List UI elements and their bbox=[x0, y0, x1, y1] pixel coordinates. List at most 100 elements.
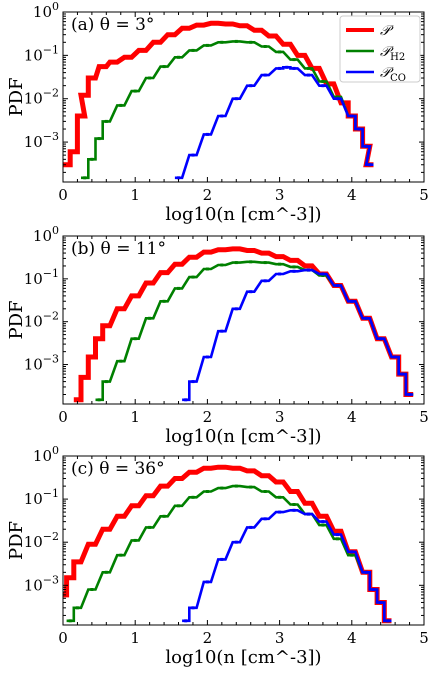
data-point bbox=[278, 480, 282, 484]
data-point bbox=[234, 261, 238, 265]
data-point bbox=[191, 275, 195, 279]
data-point bbox=[307, 268, 310, 272]
data-point bbox=[155, 40, 159, 44]
x-tick-label: 1 bbox=[130, 408, 140, 426]
data-point bbox=[307, 501, 310, 505]
y-tick-label: 100 bbox=[33, 444, 59, 465]
y-tick-label: 10−1 bbox=[24, 43, 59, 64]
data-point bbox=[350, 550, 354, 554]
data-point bbox=[205, 355, 209, 359]
data-point bbox=[205, 132, 209, 136]
data-point bbox=[285, 42, 289, 46]
data-point bbox=[335, 284, 339, 287]
data-point bbox=[292, 66, 296, 70]
y-axis-label: PDF bbox=[6, 521, 27, 560]
data-point bbox=[162, 484, 166, 488]
data-point bbox=[68, 576, 72, 580]
data-point bbox=[140, 48, 144, 52]
x-axis-label: log10(n [cm^-3]) bbox=[165, 204, 321, 225]
data-point bbox=[400, 372, 404, 376]
data-point bbox=[321, 272, 325, 276]
data-point bbox=[249, 84, 253, 88]
data-point bbox=[72, 150, 76, 154]
x-tick-label: 0 bbox=[58, 408, 68, 426]
series-line-2 bbox=[182, 509, 392, 623]
data-point bbox=[292, 490, 296, 493]
data-point bbox=[299, 53, 303, 57]
data-point bbox=[234, 247, 238, 251]
data-point bbox=[220, 40, 224, 44]
data-point bbox=[104, 324, 108, 328]
data-point bbox=[220, 114, 224, 118]
x-tick-label: 4 bbox=[347, 408, 357, 426]
data-point bbox=[205, 466, 209, 470]
data-point bbox=[75, 606, 79, 610]
series-line-0 bbox=[73, 246, 414, 403]
data-point bbox=[335, 537, 339, 541]
data-point bbox=[278, 262, 282, 266]
data-point bbox=[126, 55, 130, 59]
data-point bbox=[321, 514, 325, 518]
series-group bbox=[73, 246, 414, 403]
x-axis-label: log10(n [cm^-3]) bbox=[165, 426, 321, 447]
data-point bbox=[104, 119, 108, 123]
data-point bbox=[83, 375, 87, 379]
chart-panel-1: 0 1 2 3 4 5 100 10−1 10−2 10−3 log10(n [cm^-3]) PDF… bbox=[6, 224, 429, 447]
data-point bbox=[249, 469, 253, 473]
x-tick-label: 3 bbox=[275, 186, 285, 204]
series-group bbox=[63, 464, 392, 624]
series-line-1 bbox=[95, 260, 414, 402]
data-point bbox=[220, 248, 224, 252]
data-point bbox=[263, 73, 267, 77]
data-point bbox=[133, 538, 137, 542]
data-point bbox=[307, 264, 310, 268]
data-point bbox=[104, 570, 108, 574]
y-tick-label: 10−1 bbox=[24, 487, 59, 508]
data-point bbox=[184, 619, 188, 623]
data-point bbox=[379, 337, 383, 341]
data-point bbox=[278, 495, 282, 499]
x-tick-label: 4 bbox=[347, 629, 357, 647]
data-point bbox=[177, 55, 180, 59]
data-point bbox=[112, 60, 115, 64]
data-point bbox=[119, 307, 123, 311]
data-point bbox=[364, 316, 368, 320]
data-point bbox=[205, 490, 209, 493]
data-point bbox=[119, 514, 123, 518]
y-axis-label: PDF bbox=[6, 300, 27, 339]
data-point bbox=[364, 144, 368, 148]
data-point bbox=[285, 65, 289, 69]
data-point bbox=[191, 48, 195, 52]
data-point bbox=[148, 525, 152, 529]
data-point bbox=[278, 255, 282, 259]
data-point bbox=[393, 355, 397, 359]
data-point bbox=[162, 299, 166, 303]
panel-label: (b) θ = 11° bbox=[71, 239, 166, 259]
x-tick-label: 5 bbox=[419, 629, 429, 647]
data-point bbox=[321, 520, 325, 524]
data-point bbox=[249, 40, 253, 44]
data-point bbox=[350, 114, 354, 118]
data-point bbox=[263, 279, 267, 283]
data-point bbox=[177, 504, 180, 508]
data-point bbox=[234, 540, 238, 544]
data-point bbox=[104, 527, 108, 531]
y-tick-label: 10−2 bbox=[24, 310, 59, 331]
data-point bbox=[75, 560, 79, 564]
data-point bbox=[227, 22, 231, 26]
data-point bbox=[249, 525, 253, 529]
series-group bbox=[63, 20, 374, 180]
data-point bbox=[321, 523, 325, 527]
data-point bbox=[220, 329, 224, 333]
data-point bbox=[90, 76, 94, 80]
data-point bbox=[162, 514, 166, 518]
y-tick-label: 10−3 bbox=[24, 130, 59, 151]
data-point bbox=[68, 619, 72, 623]
y-tick-label: 10−1 bbox=[24, 267, 59, 288]
data-point bbox=[307, 73, 310, 77]
data-point bbox=[234, 307, 238, 311]
data-point bbox=[335, 529, 339, 533]
data-point bbox=[278, 50, 282, 54]
data-point bbox=[335, 97, 339, 101]
data-point bbox=[292, 258, 296, 262]
